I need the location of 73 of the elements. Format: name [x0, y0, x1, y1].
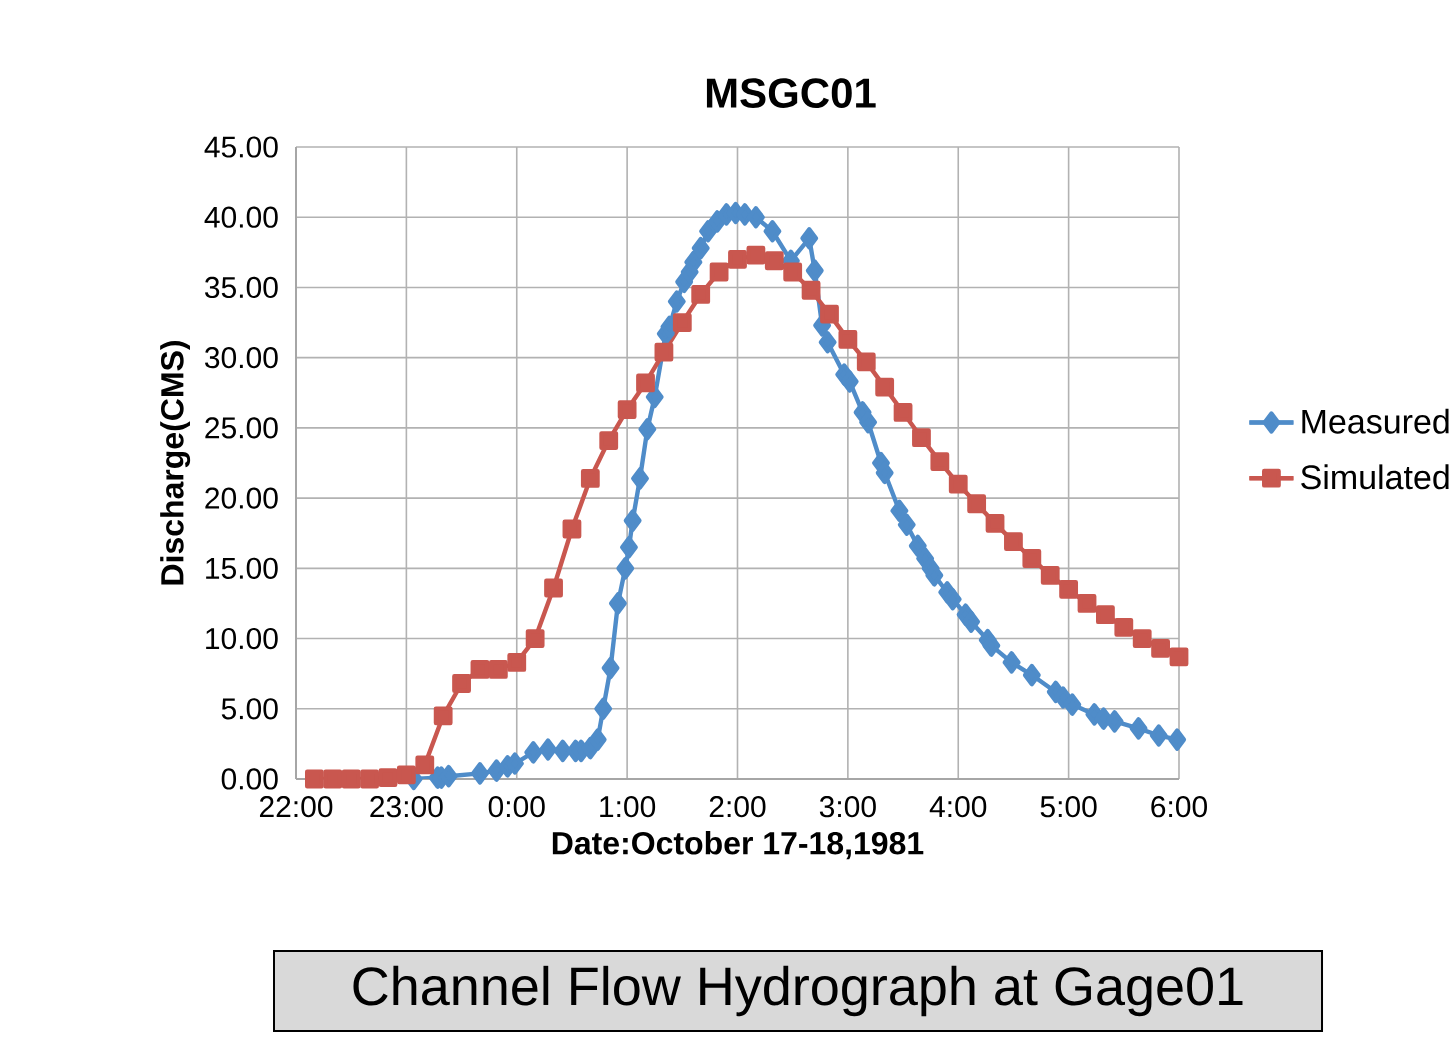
point — [709, 262, 729, 282]
legend-label: Simulated — [1301, 464, 1449, 490]
y-tick-label: 25.00 — [205, 417, 278, 439]
point — [433, 706, 453, 726]
point — [580, 469, 600, 488]
point — [1096, 605, 1115, 625]
point — [930, 452, 950, 471]
x-tick-label: 4:00 — [929, 796, 987, 818]
point — [1022, 549, 1042, 568]
point — [893, 403, 913, 422]
x-tick-label: 0:00 — [488, 796, 545, 818]
point — [360, 769, 379, 789]
point — [654, 342, 674, 362]
y-tick-label: 0.00 — [221, 768, 278, 790]
point — [544, 578, 563, 598]
point — [1151, 638, 1170, 658]
x-tick-label: 23:00 — [370, 796, 443, 818]
point — [562, 519, 582, 539]
point — [1132, 629, 1152, 648]
y-tick-label: 15.00 — [206, 557, 278, 579]
point — [967, 494, 987, 514]
point — [691, 285, 711, 304]
x-tick-label: 3:00 — [819, 796, 876, 818]
x-tick-label: 6:00 — [1151, 796, 1207, 818]
x-axis-title: Date:October 17-18,1981 — [552, 831, 924, 860]
point — [617, 400, 637, 420]
point — [838, 330, 858, 349]
y-tick-label: 30.00 — [204, 347, 278, 369]
point — [304, 769, 324, 789]
y-tick-label: 10.00 — [206, 627, 278, 650]
chart-title: MSGC01 — [706, 78, 876, 108]
point — [525, 629, 545, 648]
point — [728, 249, 747, 269]
point — [912, 428, 931, 448]
text: Channel Flow Hydrograph at Gage01 — [353, 965, 1243, 1017]
point — [507, 653, 527, 672]
point — [856, 352, 876, 372]
point — [820, 304, 839, 324]
x-tick-label: 1:00 — [600, 796, 656, 818]
point — [488, 660, 508, 679]
point — [783, 262, 803, 282]
point — [1114, 617, 1134, 637]
point — [801, 280, 821, 300]
y-tick-label: 20.00 — [205, 487, 278, 509]
point — [1059, 580, 1079, 599]
point — [1077, 594, 1097, 613]
point — [764, 251, 784, 271]
point — [396, 765, 416, 785]
point — [672, 313, 692, 332]
point — [378, 768, 398, 787]
x-tick-label: 22:00 — [259, 796, 333, 818]
point — [415, 755, 435, 775]
point — [985, 513, 1005, 533]
point — [470, 660, 490, 679]
y-tick-label: 40.00 — [204, 206, 278, 228]
point — [636, 373, 655, 393]
point — [875, 377, 895, 397]
point — [948, 474, 968, 494]
y-tick-label: 45.00 — [204, 136, 278, 158]
y-tick-label: 35.00 — [204, 276, 278, 299]
point — [452, 674, 471, 693]
point — [1169, 647, 1189, 667]
point — [1004, 532, 1023, 552]
y-tick-label: 5.00 — [221, 698, 278, 720]
point — [1040, 565, 1060, 585]
point — [746, 245, 766, 265]
x-tick-label: 5:00 — [1040, 796, 1097, 818]
legend-label: Measured — [1302, 408, 1449, 434]
point — [599, 431, 619, 450]
y-axis-title: Discharge(CMS) — [160, 341, 191, 585]
x-tick-label: 2:00 — [709, 796, 766, 818]
point — [341, 769, 361, 789]
point — [323, 769, 343, 789]
